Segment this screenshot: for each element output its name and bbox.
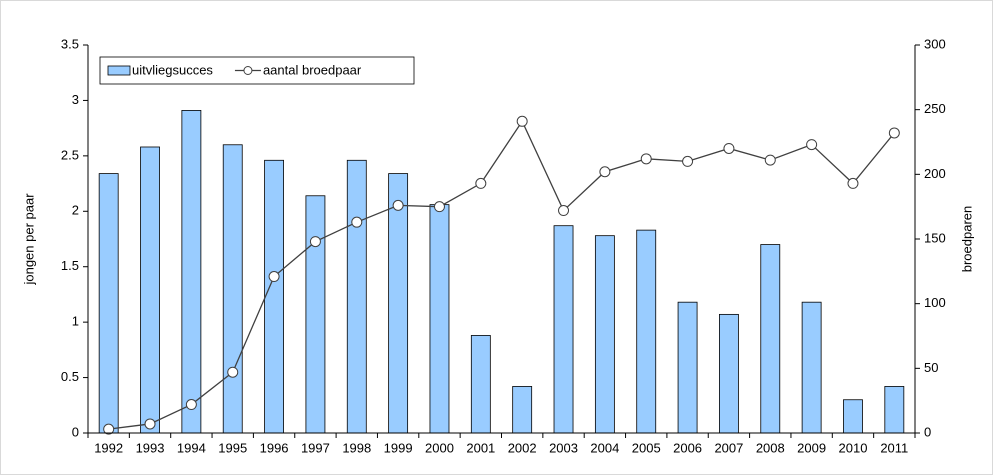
bar [594,235,615,434]
x-tick-label: 1995 [218,440,247,455]
y2-tick-label: 250 [924,101,946,116]
legend-label: aantal broedpaar [263,62,362,77]
line-marker [847,177,859,189]
line-marker [640,153,652,165]
legend-swatch [107,65,131,76]
line-marker [351,216,363,228]
y2-axis-label: broedparen [959,206,974,273]
legend-label: uitvliegsucces [132,62,213,77]
x-tick-label: 2000 [425,440,454,455]
line-marker [888,127,900,139]
line-marker [475,177,487,189]
x-tick-label: 2007 [714,440,743,455]
x-tick-label: 2001 [466,440,495,455]
y2-tick-label: 0 [924,424,931,439]
y-tick-label: 0 [72,424,79,439]
bar [98,173,119,434]
x-tick-label: 2009 [797,440,826,455]
x-tick-label: 2008 [756,440,785,455]
bar [801,301,822,434]
y-tick-label: 3 [72,92,79,107]
bar [677,301,698,434]
x-tick-label: 1998 [342,440,371,455]
x-tick-label: 2005 [632,440,661,455]
line-marker [516,115,528,127]
x-tick-label: 1993 [136,440,165,455]
bar [305,195,326,434]
bar [181,110,202,434]
y2-tick-label: 300 [924,36,946,51]
line-marker [185,399,197,411]
bar [636,229,657,434]
bar [264,159,284,434]
y-tick-label: 2.5 [61,147,79,162]
bar [346,159,367,434]
bar [140,146,160,434]
x-tick-label: 1996 [260,440,289,455]
line-marker [806,139,818,151]
y-tick-label: 0.5 [61,369,79,384]
line-marker [764,154,776,166]
bar [429,204,450,434]
y-axis-label: jongen per paar [21,193,36,286]
x-tick-label: 2010 [839,440,868,455]
x-tick-label: 2006 [673,440,702,455]
line-marker [558,205,570,217]
y2-tick-label: 50 [924,360,938,375]
line-marker [268,271,280,283]
line-marker [103,423,115,435]
y-tick-label: 3.5 [61,36,79,51]
y-tick-label: 1.5 [61,258,79,273]
x-tick-label: 1994 [177,440,206,455]
line-marker [682,155,694,167]
y2-tick-label: 200 [924,166,946,181]
x-tick-label: 1999 [384,440,413,455]
y-tick-label: 1 [72,314,79,329]
line-marker [433,201,445,213]
bar [222,144,243,434]
legend-box [99,56,415,85]
x-tick-label: 2011 [880,440,908,455]
x-tick-label: 1997 [301,440,330,455]
line-marker [392,199,404,211]
bar [884,386,905,434]
bar [719,313,739,434]
bar [388,173,409,434]
x-tick-label: 2003 [549,440,578,455]
line-marker [723,142,735,154]
x-tick-label: 1992 [94,440,123,455]
line-marker [144,418,156,430]
x-tick-label: 2002 [508,440,537,455]
bar [553,225,574,434]
line [108,119,895,430]
line-marker [599,166,611,178]
y2-tick-label: 100 [924,295,946,310]
bar [470,335,491,434]
bar [843,399,863,434]
y2-tick-label: 150 [924,230,946,245]
line-marker [227,366,239,378]
bar [512,386,533,434]
y-tick-label: 2 [72,203,79,218]
legend-marker [243,66,253,75]
bar [760,244,781,434]
line-marker [309,236,321,248]
x-tick-label: 2004 [590,440,619,455]
